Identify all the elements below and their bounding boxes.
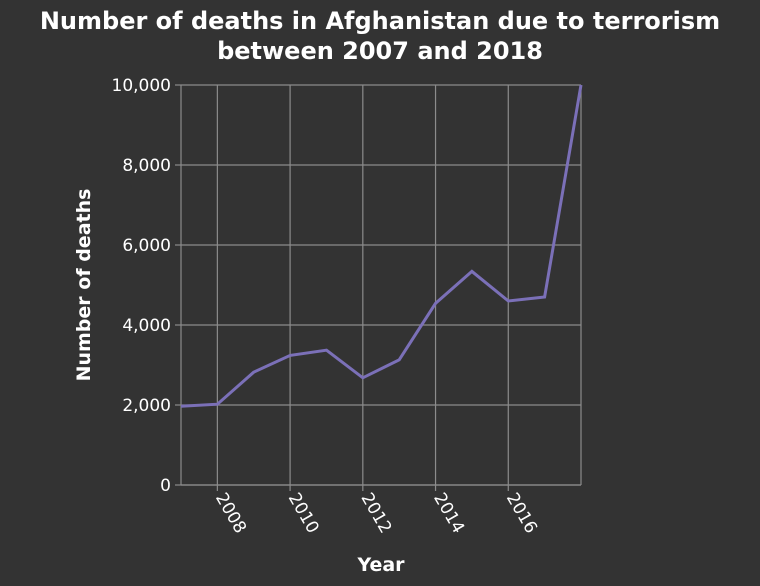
series-line — [180, 84, 583, 408]
x-tick-label: 2014 — [429, 490, 468, 537]
x-tick-label: 2010 — [284, 490, 323, 537]
y-tick-label: 6,000 — [122, 236, 171, 256]
y-tick-label: 0 — [160, 476, 171, 496]
y-tick-label: 8,000 — [122, 156, 171, 176]
x-axis-ticks: 2008 2010 2012 2014 2016 — [211, 485, 541, 537]
y-tick-label: 4,000 — [122, 316, 171, 336]
chart-title: Number of deaths in Afghanistan due to t… — [0, 6, 760, 66]
axes — [180, 85, 582, 486]
x-tick-label: 2012 — [356, 490, 395, 537]
y-axis-ticks: 0 2,000 4,000 6,000 8,000 10,000 — [112, 76, 181, 496]
chart-title-line-1: Number of deaths in Afghanistan due to t… — [39, 7, 721, 35]
y-tick-label: 2,000 — [122, 396, 171, 416]
y-axis-title: Number of deaths — [73, 189, 95, 382]
x-tick-label: 2016 — [502, 490, 541, 537]
series-group — [180, 84, 583, 408]
x-axis-title: Year — [356, 554, 405, 576]
grid-lines — [181, 84, 581, 486]
chart-title-line-2: between 2007 and 2018 — [217, 37, 543, 65]
x-tick-label: 2008 — [211, 490, 250, 537]
y-tick-label: 10,000 — [112, 76, 171, 96]
